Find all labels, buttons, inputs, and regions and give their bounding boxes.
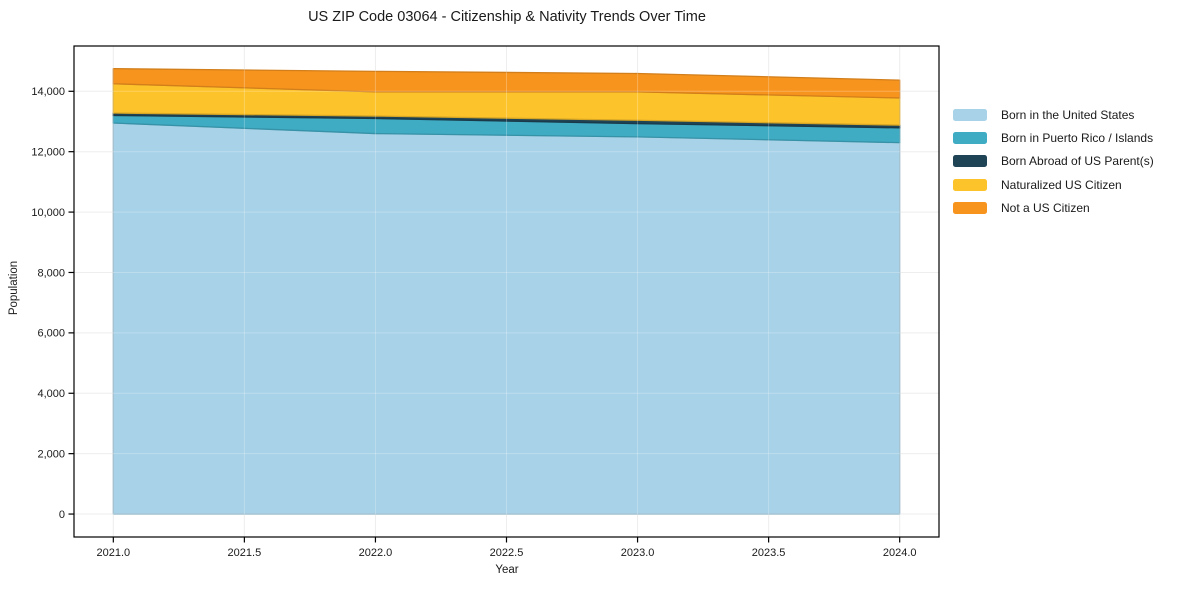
- y-axis-label: Population: [8, 260, 20, 316]
- legend-label: Born in the United States: [1001, 107, 1135, 122]
- x-axis-label: Year: [495, 564, 519, 576]
- y-tick-label: 14,000: [31, 86, 65, 98]
- legend-item: Born in Puerto Rico / Islands: [953, 126, 1154, 149]
- legend-item: Naturalized US Citizen: [953, 173, 1154, 196]
- x-tick-label: 2023.0: [621, 547, 655, 559]
- legend-swatch-not-citizen: [953, 202, 987, 215]
- y-tick-label: 8,000: [37, 267, 65, 279]
- tick-labels: 2021.0 2021.5 2022.0 2022.5 2023.0 2023.5 2024…: [31, 86, 916, 559]
- chart-title: US ZIP Code 03064 - Citizenship & Nativi…: [308, 9, 706, 25]
- legend-item: Born Abroad of US Parent(s): [953, 150, 1154, 173]
- y-tick-label: 0: [59, 509, 65, 521]
- legend-item: Born in the United States: [953, 103, 1154, 126]
- y-tick-label: 10,000: [31, 207, 65, 219]
- axis-ticks: [68, 90, 901, 543]
- legend: Born in the United States Born in Puerto…: [953, 103, 1154, 220]
- x-tick-label: 2024.0: [883, 547, 917, 559]
- area-series: [112, 67, 901, 99]
- x-tick-label: 2021.0: [96, 547, 130, 559]
- x-tick-label: 2023.5: [752, 547, 786, 559]
- stacked-areas: [112, 67, 901, 515]
- legend-swatch-naturalized: [953, 178, 987, 191]
- y-tick-label: 4,000: [37, 388, 65, 400]
- y-tick-label: 12,000: [31, 146, 65, 158]
- legend-label: Born Abroad of US Parent(s): [1001, 154, 1154, 169]
- legend-label: Not a US Citizen: [1001, 201, 1090, 216]
- y-tick-label: 6,000: [37, 328, 65, 340]
- legend-swatch-born-puerto-rico: [953, 132, 987, 145]
- y-tick-label: 2,000: [37, 448, 65, 460]
- x-tick-label: 2022.5: [490, 547, 524, 559]
- legend-label: Naturalized US Citizen: [1001, 177, 1122, 192]
- x-tick-label: 2022.0: [359, 547, 393, 559]
- legend-item: Not a US Citizen: [953, 197, 1154, 220]
- legend-label: Born in Puerto Rico / Islands: [1001, 131, 1154, 146]
- x-tick-label: 2021.5: [228, 547, 262, 559]
- gridlines-overlay: [74, 46, 939, 537]
- legend-swatch-born-in-us: [953, 108, 987, 121]
- legend-swatch-born-abroad: [953, 155, 987, 168]
